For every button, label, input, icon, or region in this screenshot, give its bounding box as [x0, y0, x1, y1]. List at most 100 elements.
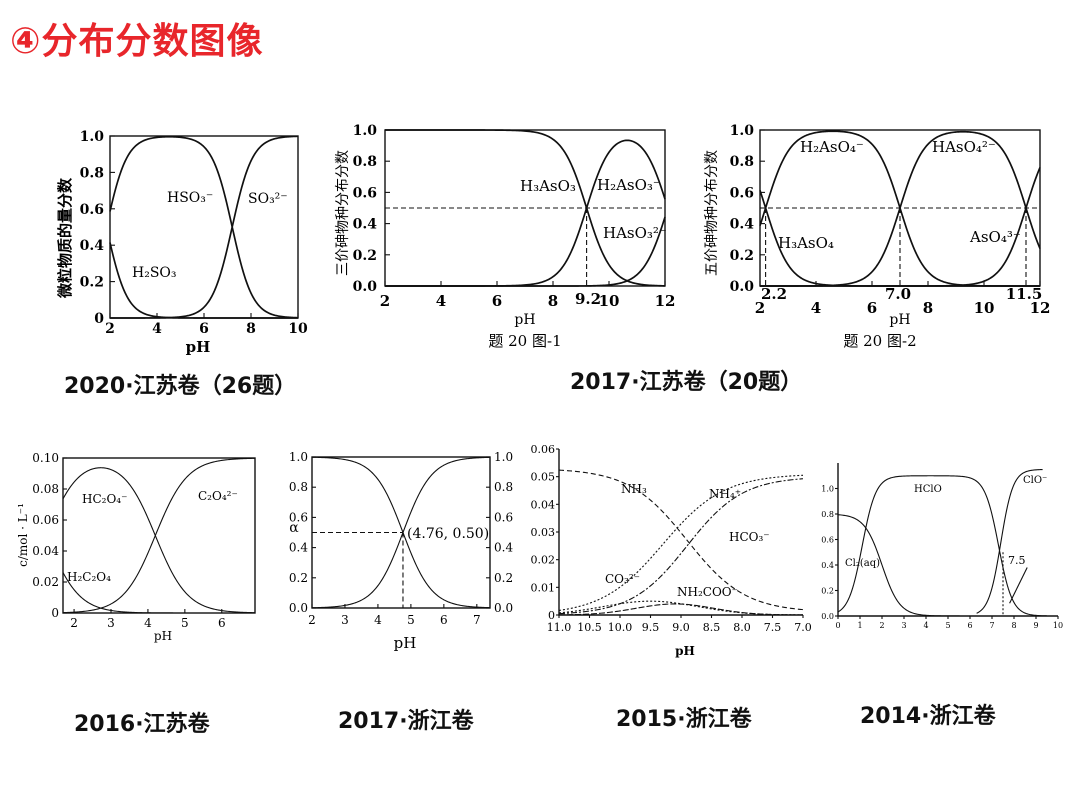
plot-frame: [109, 135, 299, 319]
y-tick-label: 0.03: [531, 526, 556, 539]
x-tick-label: 0: [835, 621, 840, 630]
page-title: ④分布分数图像: [10, 21, 264, 62]
y-tick-label: 1.0: [289, 450, 308, 464]
series-label-co3: CO₃²⁻: [605, 572, 640, 586]
y-tick-label: 0.01: [531, 581, 556, 594]
y-tick-label: 0.8: [353, 154, 377, 170]
series-curve-2: [110, 135, 299, 319]
series-curve-hclo: [837, 475, 1048, 617]
x-tick-label: 9: [1033, 621, 1038, 630]
x-tick-label: 4: [144, 616, 152, 630]
y-tick-label: 0.4: [821, 561, 834, 570]
x-tick-label: 2: [70, 616, 78, 630]
x-axis-label: pH: [186, 338, 211, 356]
x-axis-label: pH: [154, 629, 172, 643]
series-label-nh2coo: NH₂COO⁻: [677, 585, 738, 599]
chart-2017-jiangsu-fig2: 五价砷物种分布分数 pH 题 20 图-2 H₃AsO₄ H₂AsO₄⁻ HAs…: [704, 123, 1051, 350]
x-tick-label: 6: [867, 299, 877, 317]
series-curve-nh3: [558, 469, 804, 611]
y-axis-label: α: [289, 520, 299, 536]
y-tick-label: 0.0: [821, 612, 834, 621]
x-tick-label: 4: [923, 621, 928, 630]
series-label-cl2: Cl₂(aq): [845, 558, 880, 569]
series-curve-0: [109, 242, 298, 319]
x-tick-label: 1: [857, 621, 862, 630]
y-axis-label: 微粒物质的量分数: [56, 177, 74, 299]
y-tick-label: 0.02: [531, 554, 556, 567]
series-label-aso4: AsO₄³⁻: [969, 228, 1021, 246]
y-tick-label: 0: [94, 311, 104, 327]
y-tick-label: 0.8: [80, 165, 104, 181]
y-tick-label: 0: [548, 609, 555, 622]
y-axis-label: 五价砷物种分布分数: [704, 150, 720, 276]
y-tick-label: 0.0: [289, 601, 308, 615]
series-label-nh4: NH₄⁺: [709, 487, 741, 501]
x-tick-label: 4: [811, 299, 821, 317]
y-tick-label: 0.8: [289, 480, 308, 494]
x-tick-label: 5: [181, 616, 189, 630]
x-tick-label: 6: [492, 292, 502, 310]
series-label-h2c2o4: H₂C₂O₄: [67, 570, 111, 584]
y-tick-label: 0.6: [821, 536, 834, 545]
caption-2015-zhejiang: 2015·浙江卷: [616, 707, 752, 732]
series-curve-1: [62, 467, 256, 614]
y-tick-label: 0.6: [730, 185, 754, 201]
annotation-2-2: 2.2: [761, 285, 787, 303]
caption-2014-zhejiang: 2014·浙江卷: [860, 704, 996, 729]
series-curve-hco3: [558, 478, 804, 615]
y-tick-label-right: 0.4: [494, 541, 513, 555]
series-curve-2: [385, 216, 666, 287]
x-tick-label: 3: [107, 616, 115, 630]
annotation-leader: [1009, 567, 1028, 604]
series-curve-0: [62, 572, 255, 614]
y-tick-label: 0.6: [353, 185, 377, 201]
x-tick-label: 10: [288, 321, 308, 337]
series-curve-cl2: [837, 514, 1058, 617]
y-tick-label: 0.08: [32, 482, 59, 496]
x-tick-label: 7: [989, 621, 994, 630]
y-tick-label: 1.0: [353, 123, 378, 139]
series-curve-1: [311, 456, 491, 609]
y-tick-label: 0.05: [531, 471, 556, 484]
x-tick-label: 6: [218, 616, 226, 630]
y-tick-label: 0.0: [353, 279, 378, 295]
x-tick-label: 8: [1011, 621, 1016, 630]
x-tick-label: 11.0: [547, 621, 572, 634]
series-label-clo: ClO⁻: [1023, 475, 1047, 486]
x-tick-label: 7.0: [794, 621, 812, 634]
x-tick-label: 4: [152, 321, 162, 337]
y-tick-label: 0.06: [32, 513, 59, 527]
x-tick-label: 3: [901, 621, 906, 630]
y-tick-label: 0.4: [80, 238, 105, 254]
x-tick-label: 10.5: [577, 621, 602, 634]
y-tick-label: 0.2: [353, 248, 377, 264]
series-label-h2aso3: H₂AsO₃⁻: [597, 176, 661, 194]
y-tick-label: 0.10: [32, 451, 59, 465]
y-tick-label: 0.06: [531, 443, 556, 456]
caption-2016-jiangsu: 2016·江苏卷: [74, 712, 210, 737]
series-curve-1: [385, 139, 666, 287]
series-label-hc2o4: HC₂O₄⁻: [82, 492, 127, 506]
x-axis-label: pH: [394, 634, 417, 652]
x-tick-label: 6: [199, 321, 209, 337]
series-label-h3aso3: H₃AsO₃: [520, 177, 576, 195]
x-tick-label: 8: [548, 292, 558, 310]
point-label: (4.76, 0.50): [407, 526, 489, 542]
y-tick-label: 0.04: [32, 544, 59, 558]
series-label-haso3: HAsO₃²⁻: [603, 224, 667, 242]
annotation-7-5: 7.5: [1008, 554, 1026, 567]
x-tick-label: 9.5: [642, 621, 660, 634]
x-tick-label: 6: [440, 613, 448, 627]
x-tick-label: 2: [755, 299, 765, 317]
x-tick-label: 8: [923, 299, 933, 317]
x-tick-label: 9.0: [672, 621, 690, 634]
y-tick-label-right: 1.0: [494, 450, 513, 464]
x-tick-label: 4: [436, 292, 446, 310]
x-tick-label: 12: [1030, 299, 1051, 317]
x-axis-label: pH: [675, 644, 695, 658]
y-tick-label: 0.6: [289, 510, 308, 524]
y-tick-label: 0.04: [531, 498, 556, 511]
y-tick-label: 0.8: [730, 154, 754, 170]
figure-subtitle: 题 20 图-2: [843, 332, 916, 350]
chart-2015-zhejiang: pH NH₃ NH₄⁺ HCO₃⁻ CO₃²⁻ NH₂COO⁻ 11.0 10.5…: [531, 443, 812, 658]
